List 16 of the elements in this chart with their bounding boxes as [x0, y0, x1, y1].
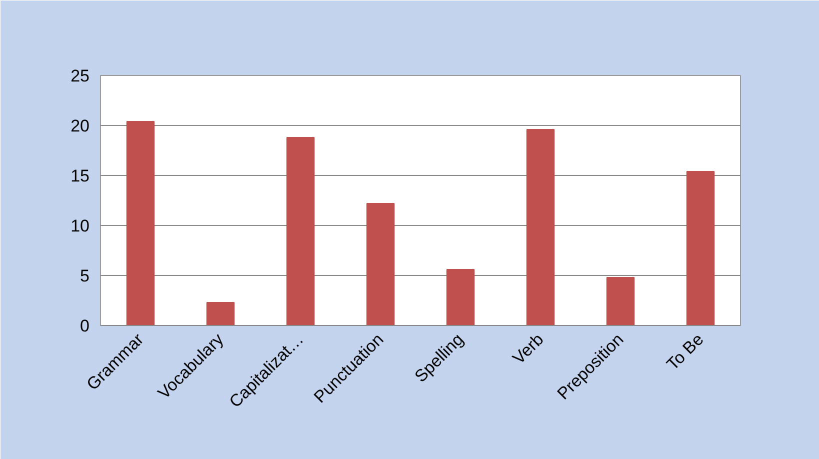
bar — [446, 269, 475, 326]
bar — [526, 129, 555, 326]
bar — [206, 302, 235, 326]
bar — [366, 203, 395, 326]
y-tick-label: 10 — [70, 216, 90, 236]
bar — [286, 137, 315, 326]
bar — [126, 121, 155, 326]
x-tick-label: Verb — [509, 330, 548, 368]
y-tick-label: 20 — [70, 116, 90, 136]
x-tick-label: To Be — [663, 330, 708, 374]
y-tick-label: 5 — [80, 266, 90, 286]
y-tick-label: 0 — [80, 316, 90, 336]
bar — [606, 277, 635, 326]
y-tick-label: 15 — [70, 166, 90, 186]
y-tick-label: 25 — [70, 66, 90, 86]
bar — [686, 171, 715, 326]
